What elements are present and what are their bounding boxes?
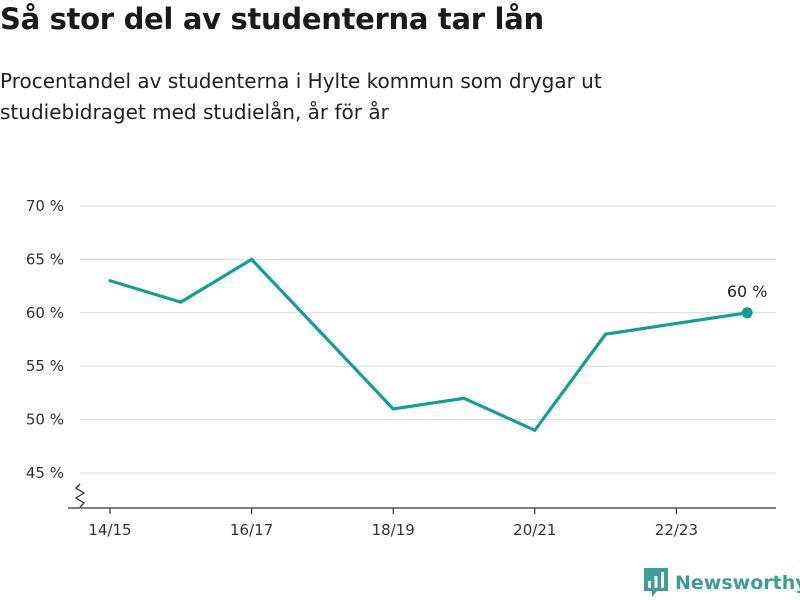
y-axis-break-icon [74,483,86,508]
y-tick-label: 70 % [26,197,64,215]
y-tick-label: 45 % [26,464,64,482]
x-tick-label: 16/17 [230,521,273,539]
x-tick-label: 14/15 [88,521,131,539]
x-tick-label: 18/19 [372,521,415,539]
y-tick-label: 60 % [26,304,64,322]
line-chart: 45 % 50 % 55 % 60 % 65 % 70 % 14/15 16/17 18/19 2… [26,197,776,539]
x-tick-label: 20/21 [513,521,556,539]
brand-name: Newsworthy [675,572,800,594]
y-tick-label: 55 % [26,357,64,375]
y-tick-label: 65 % [26,250,64,268]
brand-logo[interactable]: Newsworthy [644,568,800,598]
x-tick-label: 22/23 [655,521,698,539]
y-tick-label: 50 % [26,411,64,429]
series-line [108,257,749,433]
end-point-marker [741,307,753,319]
newsworthy-logo-icon [644,568,668,597]
chart-title: Så stor del av studenterna tar lån [0,2,544,36]
end-value-label: 60 % [727,282,768,301]
chart-subtitle: Procentandel av studenterna i Hylte komm… [0,69,602,124]
